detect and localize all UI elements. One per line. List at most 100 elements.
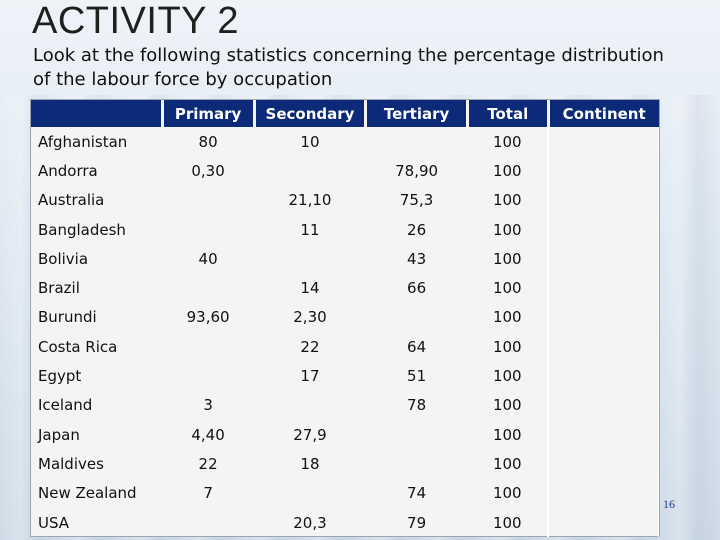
cell-continent [547,507,660,538]
cell-secondary: 20,3 [293,513,327,532]
table-row: USA 20,3 79 100 [31,507,660,538]
cell-tertiary: 43 [407,249,427,268]
table-row: New Zealand 7 74 100 [31,478,660,508]
cell-tertiary: 64 [407,337,427,356]
cell-primary: 0,30 [191,161,225,180]
cell-tertiary: 78,90 [395,161,439,180]
cell-country: Egypt [38,367,82,386]
cell-secondary [254,479,366,508]
header-secondary: Secondary [254,100,368,127]
labour-table: Primary Secondary Tertiary Total Contine… [31,100,660,538]
cell-secondary: 2,30 [293,308,327,327]
cell-total: 100 [492,454,522,473]
cell-total: 100 [492,513,522,532]
cell-country: Brazil [38,279,80,298]
table-body: Afghanistan 80 10 100 Andorra 0,30 78,90 100 Aus… [31,127,660,538]
cell-country: Andorra [38,161,98,180]
cell-primary: 93,60 [186,308,230,327]
cell-total: 100 [492,337,522,356]
cell-secondary: 18 [300,454,320,473]
cell-country: Maldives [38,454,104,473]
table-row: Australia 21,10 75,3 100 [31,185,660,215]
table-row: Bangladesh 11 26 100 [31,214,660,245]
cell-tertiary: 78 [407,396,427,415]
cell-country: Japan [38,425,80,444]
table-row: Andorra 0,30 78,90 100 [31,156,660,186]
table-row: Egypt 17 51 100 [31,361,660,391]
cell-tertiary: 66 [407,279,427,298]
labour-table-container: Primary Secondary Tertiary Total Contine… [30,99,660,538]
table-row: Costa Rica 22 64 100 [31,332,660,362]
cell-secondary: 10 [300,132,320,151]
header-primary: Primary [162,100,256,127]
cell-country: USA [38,513,70,532]
cell-primary: 22 [198,454,218,473]
cell-total: 100 [492,396,522,415]
page-number: 16 [663,497,675,511]
table-row: Maldives 22 18 100 [31,449,660,479]
cell-tertiary: 74 [407,484,427,503]
cell-tertiary: 79 [407,513,427,532]
cell-continent [547,390,660,420]
cell-secondary: 14 [300,279,320,298]
cell-country: Bangladesh [38,220,126,239]
cell-primary [162,186,254,215]
slide-subtitle: Look at the following statistics concern… [33,45,664,90]
cell-tertiary: 75,3 [399,191,434,210]
cell-continent [547,244,660,274]
cell-primary: 4,40 [191,425,225,444]
cell-continent [547,185,660,215]
cell-total: 100 [492,249,522,268]
cell-primary: 80 [198,132,218,151]
cell-country: Iceland [38,396,93,415]
cell-tertiary [366,420,467,449]
table-row: Japan 4,40 27,9 100 [31,419,660,450]
cell-total: 100 [492,191,522,210]
cell-primary: 7 [203,484,213,503]
cell-secondary [254,244,366,273]
cell-country: Costa Rica [38,337,118,356]
cell-continent [547,419,660,450]
header-total: Total [467,100,550,127]
table-row: Bolivia 40 43 100 [31,244,660,274]
cell-total: 100 [492,220,522,239]
cell-continent [547,302,660,333]
cell-primary: 3 [203,396,213,415]
slide-title: ACTIVITY 2 [32,0,240,42]
cell-total: 100 [492,132,522,151]
cell-tertiary: 51 [407,367,427,386]
header-tertiary: Tertiary [365,100,469,127]
cell-total: 100 [492,484,522,503]
cell-country: Afghanistan [38,132,128,151]
table-row: Burundi 93,60 2,30 100 [31,302,660,333]
cell-primary [162,361,254,390]
cell-tertiary: 26 [407,220,427,239]
cell-primary: 40 [198,249,218,268]
cell-secondary: 21,10 [288,191,332,210]
cell-secondary: 17 [300,367,320,386]
cell-continent [547,127,660,157]
cell-primary [162,273,254,302]
table-row: Brazil 14 66 100 [31,273,660,303]
cell-continent [547,478,660,508]
cell-tertiary [366,449,467,478]
cell-country: Bolivia [38,249,89,268]
cell-secondary: 27,9 [293,425,327,444]
cell-total: 100 [492,161,522,180]
table-row: Afghanistan 80 10 100 [31,127,660,157]
cell-primary [162,332,254,361]
cell-country: Burundi [38,308,97,327]
cell-continent [547,449,660,479]
cell-tertiary [366,127,467,156]
cell-secondary: 11 [300,220,320,239]
cell-continent [547,361,660,391]
table-header-row: Primary Secondary Tertiary Total Contine… [31,100,659,127]
cell-total: 100 [492,308,522,327]
cell-continent [547,332,660,362]
cell-tertiary [366,303,467,332]
cell-country: New Zealand [38,484,137,503]
cell-total: 100 [492,279,522,298]
cell-total: 100 [492,367,522,386]
cell-secondary [254,391,366,420]
header-country [31,100,164,127]
